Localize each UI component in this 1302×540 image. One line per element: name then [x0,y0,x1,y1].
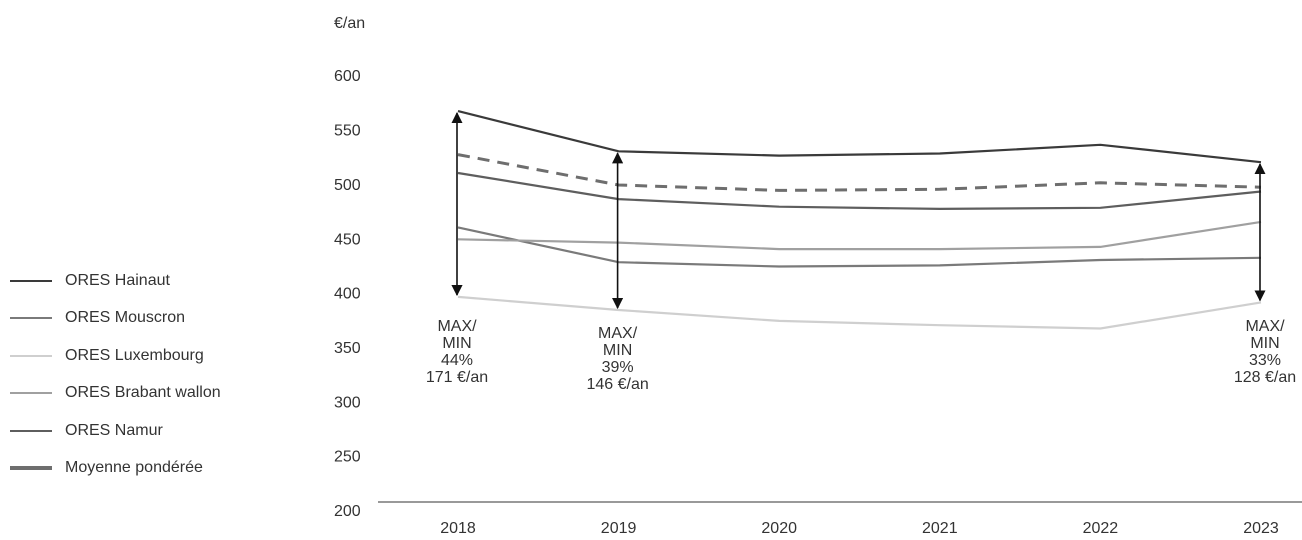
annotation-text: 146 €/an [586,376,648,393]
series-line-0 [457,110,1262,164]
annotation-text: MAX/ [598,325,638,342]
legend-swatch [10,354,52,357]
x-tick-label: 2023 [1243,520,1279,537]
annotation-text: 39% [602,359,634,376]
legend-item: ORES Brabant wallon [10,375,221,413]
series-line-3 [457,220,1262,251]
legend-swatch [10,279,52,282]
y-tick-label: 250 [334,449,361,466]
legend-label: ORES Mouscron [65,309,186,327]
series-line-4 [457,171,1262,211]
legend-label: Moyenne pondérée [65,459,203,477]
y-tick-label: 500 [334,177,361,194]
y-tick-label: 550 [334,123,361,140]
y-tick-label: 200 [334,503,361,520]
x-tick-label: 2022 [1083,520,1119,537]
annotation-text: 171 €/an [426,369,488,386]
legend-label: ORES Hainaut [65,271,170,289]
y-tick-label: 300 [334,394,361,411]
legend-label: ORES Namur [65,421,163,439]
x-axis-ticks: 2018 2019 2020 2021 2022 2023 [440,520,1279,537]
legend-item: ORES Mouscron [10,300,221,338]
legend-swatch [10,429,52,432]
y-tick-label: 600 [334,68,361,85]
legend-item: Moyenne pondérée [10,450,221,488]
y-tick-label: 450 [334,231,361,248]
series-line-2 [457,295,1262,330]
annotation-text: MIN [603,342,632,359]
series-group [457,110,1262,330]
series-line-5 [457,153,1262,192]
legend: ORES Hainaut ORES Mouscron ORES Luxembourg… [10,262,221,487]
annotation-text: MAX/ [1245,318,1285,335]
legend-item: ORES Luxembourg [10,337,221,375]
annotation-text: MAX/ [437,318,477,335]
annotation-text: 44% [441,352,473,369]
y-axis-ticks: 200 250 300 350 400 450 500 550 600 [334,68,361,520]
annotation-text: MIN [1250,335,1279,352]
legend-swatch [10,317,52,320]
legend-item: ORES Hainaut [10,262,221,300]
legend-label: ORES Brabant wallon [65,384,221,402]
legend-swatch [10,392,52,395]
x-tick-label: 2018 [440,520,476,537]
annotation-text: 33% [1249,352,1281,369]
x-tick-label: 2021 [922,520,958,537]
legend-swatch [10,466,52,471]
x-tick-label: 2019 [601,520,637,537]
y-tick-label: 400 [334,286,361,303]
annotation-text: MIN [442,335,471,352]
legend-label: ORES Luxembourg [65,346,204,364]
x-tick-label: 2020 [761,520,797,537]
legend-item: ORES Namur [10,412,221,450]
y-axis-label: €/an [334,15,365,32]
annotation-text: 128 €/an [1234,369,1296,386]
series-line-1 [457,226,1262,268]
y-tick-label: 350 [334,340,361,357]
